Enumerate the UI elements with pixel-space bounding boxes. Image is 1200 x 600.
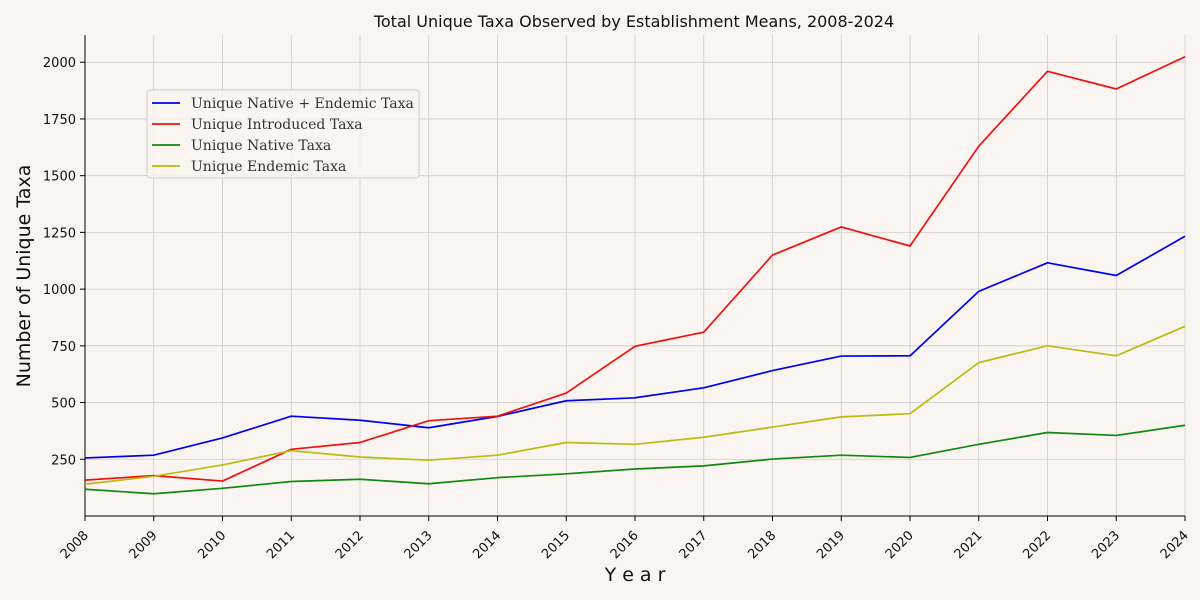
- y-tick-label: 1500: [43, 170, 76, 185]
- x-tick-label: 2012: [333, 528, 367, 562]
- series-layer: [84, 56, 1186, 495]
- x-tick-label: 2008: [58, 528, 92, 562]
- legend-label: Unique Native Taxa: [191, 138, 331, 154]
- x-tick-label: 2011: [264, 528, 298, 562]
- x-tick-label: 2024: [1158, 528, 1192, 562]
- legend: Unique Native + Endemic Taxa Unique Intro…: [146, 89, 420, 179]
- x-tick-label: 2021: [952, 528, 986, 562]
- series-line-3: [84, 424, 1186, 495]
- y-tick-label: 500: [51, 397, 76, 412]
- x-tick-label: 2017: [677, 528, 711, 562]
- x-tick-label: 2023: [1089, 528, 1123, 562]
- y-tick-label: 1750: [43, 113, 76, 128]
- x-tick-label: 2020: [883, 528, 917, 562]
- x-tick-label: 2019: [814, 528, 848, 562]
- y-tick-label: 250: [51, 453, 76, 468]
- y-tick-label: 2000: [43, 56, 76, 71]
- grid-layer: [84, 35, 1186, 516]
- legend-label: Unique Endemic Taxa: [191, 159, 346, 175]
- chart-title: Total Unique Taxa Observed by Establishm…: [373, 12, 894, 31]
- x-tick-label: 2015: [539, 528, 573, 562]
- legend-label: Unique Native + Endemic Taxa: [191, 96, 414, 112]
- y-axis-label: Number of Unique Taxa: [13, 165, 35, 388]
- series-line-2: [84, 56, 1186, 482]
- y-tick-label: 750: [51, 340, 76, 355]
- y-tick-label: 1250: [43, 226, 76, 241]
- legend-box: [146, 89, 420, 179]
- x-tick-label: 2022: [1020, 528, 1054, 562]
- x-tick-label: 2009: [127, 528, 161, 562]
- x-tick-label: 2010: [195, 528, 229, 562]
- series-line-4: [84, 325, 1186, 486]
- x-axis-label: Y e a r: [604, 564, 666, 586]
- x-tick-label: 2018: [745, 528, 779, 562]
- series-line-1: [84, 235, 1186, 459]
- y-tick-label: 1000: [43, 283, 76, 298]
- legend-label: Unique Introduced Taxa: [191, 117, 363, 133]
- x-tick-label: 2016: [608, 528, 642, 562]
- x-tick-label: 2013: [402, 528, 436, 562]
- x-tick-label: 2014: [470, 528, 504, 562]
